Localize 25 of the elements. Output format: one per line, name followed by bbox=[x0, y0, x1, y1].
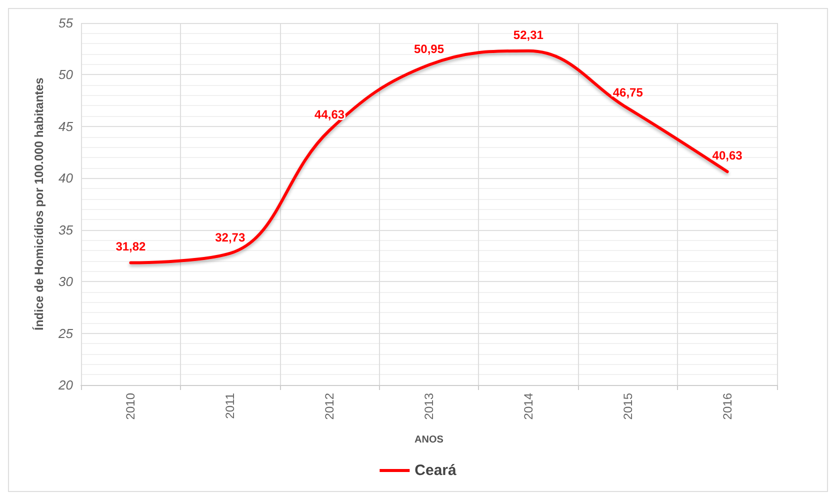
y-tick-label: 30 bbox=[58, 274, 74, 290]
data-label: 44,63 bbox=[314, 107, 345, 122]
data-label: 50,95 bbox=[414, 42, 444, 56]
x-tick-label: 2014 bbox=[521, 392, 536, 420]
y-tick-label: 40 bbox=[58, 170, 74, 186]
data-label: 52,31 bbox=[513, 28, 544, 42]
data-label: 32,73 bbox=[215, 230, 246, 244]
y-tick-label: 20 bbox=[58, 378, 74, 392]
x-tick-label: 2010 bbox=[124, 392, 138, 420]
x-tick-label: 2015 bbox=[620, 392, 635, 420]
x-tick-label: 2013 bbox=[422, 392, 436, 420]
x-tick-label: 2016 bbox=[720, 392, 734, 420]
x-axis-title: ANOS bbox=[414, 434, 444, 446]
x-tick-label: 2012 bbox=[322, 392, 337, 420]
y-tick-label: 25 bbox=[58, 326, 74, 341]
y-axis-title: Índice de Homicídios por 100.000 habitantes bbox=[32, 77, 46, 330]
y-tick-label: 35 bbox=[58, 222, 74, 238]
data-label: 46,75 bbox=[612, 85, 644, 100]
y-tick-label: 50 bbox=[58, 67, 74, 82]
y-tick-label: 55 bbox=[58, 16, 74, 30]
y-tick-label: 45 bbox=[58, 118, 74, 134]
legend-label: Ceará bbox=[414, 462, 458, 479]
data-label: 40,63 bbox=[712, 148, 743, 163]
x-tick-label: 2011 bbox=[223, 392, 238, 419]
data-label: 31,82 bbox=[116, 240, 146, 254]
